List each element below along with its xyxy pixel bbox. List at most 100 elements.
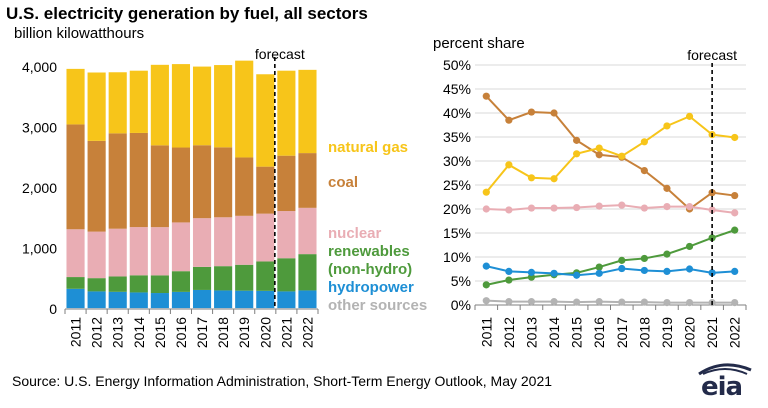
line-y-tick-label: 50% [443,57,471,73]
bar-segment-natural_gas-2018 [214,65,233,148]
bar-segment-hydropower-2014 [129,292,148,309]
line-point-nuclear-2017 [618,201,626,209]
line-point-coal-2014 [550,109,558,117]
line-point-hydropower-2015 [573,271,581,279]
bar-segment-hydropower-2018 [214,290,233,309]
bar-segment-other-2014 [129,308,148,309]
bar-segment-coal-2022 [298,153,317,208]
line-y-tick-label: 20% [443,201,471,217]
line-x-tick-label: 2012 [501,317,517,348]
bar-segment-coal-2016 [171,147,191,223]
line-point-nuclear-2018 [640,204,648,212]
bar-segment-coal-2015 [150,145,169,228]
bar-segment-coal-2021 [277,155,296,212]
legend-hydropower: hydropower [328,279,414,296]
bar-segment-natural_gas-2014 [129,70,148,133]
line-series-nuclear [486,204,735,214]
line-point-renewables-2022 [731,226,739,234]
bar-segment-nuclear-2019 [235,215,254,265]
legend-natural-gas: natural gas [328,139,409,156]
bar-segment-natural_gas-2022 [298,69,317,154]
bar-segment-nuclear-2017 [192,218,212,267]
line-point-nuclear-2012 [505,206,513,214]
line-point-renewables-2011 [482,281,490,289]
bar-y-tick-label: 0 [49,301,57,317]
bar-segment-hydropower-2019 [235,290,254,309]
bar-segment-hydropower-2011 [66,288,85,309]
bar-segment-other-2021 [277,308,296,309]
line-point-other-2013 [527,298,536,306]
line-point-natural_gas-2016 [595,144,603,152]
line-series-other [486,299,735,304]
logo-text: eia [701,372,743,402]
line-point-nuclear-2019 [663,203,671,211]
line-x-tick-label: 2015 [569,317,585,348]
line-point-hydropower-2019 [663,267,671,275]
line-point-other-2019 [663,299,671,307]
bar-segment-coal-2018 [214,147,233,218]
bar-x-tick-label: 2015 [152,317,168,348]
bar-segment-renewables-2021 [277,258,296,292]
line-point-renewables-2016 [595,263,603,271]
bar-segment-nuclear-2022 [298,207,317,255]
bar-segment-nuclear-2014 [129,227,148,276]
bar-segment-renewables-2020 [256,261,275,291]
bar-segment-coal-2014 [129,132,148,228]
legend-coal: coal [328,174,359,191]
line-point-other-2022 [731,299,739,307]
line-x-tick-label: 2018 [636,317,652,348]
bar-segment-renewables-2015 [150,275,169,294]
line-x-tick-label: 2013 [523,317,539,348]
line-point-coal-2018 [640,167,648,175]
bar-segment-natural_gas-2012 [87,72,106,141]
line-point-other-2015 [573,298,581,306]
bar-segment-natural_gas-2017 [192,66,212,146]
line-point-coal-2012 [505,116,513,124]
line-point-nuclear-2016 [595,202,603,210]
bar-y-tick-label: 1,000 [22,241,57,257]
bar-segment-other-2016 [171,308,191,309]
source-note: Source: U.S. Energy Information Administ… [12,373,553,389]
line-point-hydropower-2013 [527,268,536,276]
line-point-coal-2015 [573,136,581,144]
bar-segment-renewables-2014 [129,275,148,293]
line-series-renewables [486,229,736,286]
bar-x-tick-label: 2016 [173,317,189,348]
line-point-natural_gas-2020 [685,112,694,120]
line-point-nuclear-2011 [482,205,490,213]
line-y-tick-label: 40% [443,105,471,121]
bar-segment-coal-2019 [235,157,254,216]
bar-x-tick-label: 2022 [299,317,315,348]
line-point-natural_gas-2015 [573,150,581,158]
line-x-tick-label: 2019 [659,317,675,348]
line-point-hydropower-2016 [595,269,603,277]
line-point-hydropower-2017 [618,264,626,273]
line-point-nuclear-2014 [550,204,558,212]
line-point-renewables-2021 [708,234,716,242]
line-point-other-2017 [618,298,626,306]
line-point-hydropower-2020 [685,265,694,273]
bar-x-tick-label: 2014 [131,317,147,348]
line-y-tick-label: 35% [443,129,471,145]
bar-segment-hydropower-2020 [256,290,275,309]
bar-x-tick-label: 2013 [110,317,126,348]
line-y-tick-label: 10% [443,249,471,265]
bar-segment-hydropower-2016 [171,291,191,309]
line-point-renewables-2017 [618,256,626,264]
line-x-tick-label: 2011 [478,317,494,347]
line-x-tick-label: 2020 [682,317,698,348]
line-point-renewables-2020 [685,242,694,251]
line-x-tick-label: 2016 [591,317,607,348]
bar-segment-renewables-2013 [108,276,127,292]
line-series-hydropower [486,265,735,277]
line-y-tick-label: 0% [451,297,471,313]
bar-x-tick-label: 2021 [278,317,294,348]
bar-x-tick-label: 2011 [68,317,84,347]
bar-segment-natural_gas-2013 [108,72,127,134]
chart-title: U.S. electricity generation by fuel, all… [6,4,368,23]
line-point-other-2012 [505,298,513,306]
line-point-coal-2011 [482,92,490,100]
bar-segment-coal-2017 [192,145,212,219]
line-point-natural_gas-2013 [527,174,536,182]
